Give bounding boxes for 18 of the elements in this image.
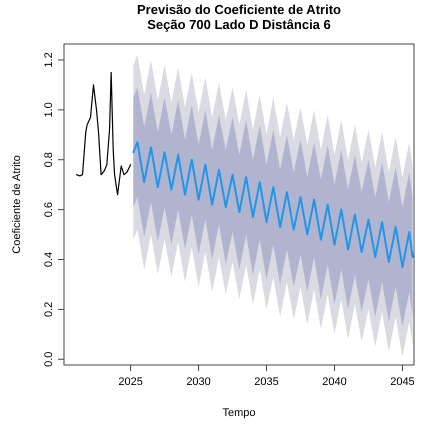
x-tick-label: 2035 bbox=[254, 376, 279, 388]
chart-title: Previsão do Coeficiente de Atrito bbox=[137, 2, 342, 17]
x-tick-label: 2040 bbox=[322, 376, 347, 388]
x-tick-label: 2045 bbox=[390, 376, 415, 388]
y-tick-label: 1.2 bbox=[43, 52, 55, 68]
y-tick-label: 0.2 bbox=[43, 302, 55, 318]
y-tick-label: 0.6 bbox=[43, 202, 55, 218]
y-axis-title: Coeficiente de Atrito bbox=[11, 155, 23, 254]
chart-subtitle: Seção 700 Lado D Distância 6 bbox=[147, 17, 331, 32]
x-tick-label: 2025 bbox=[118, 376, 143, 388]
y-tick-label: 0.0 bbox=[43, 352, 55, 367]
line-series bbox=[132, 141, 414, 268]
y-tick-label: 1.0 bbox=[43, 102, 55, 118]
line-series bbox=[76, 72, 132, 196]
y-tick-label: 0.4 bbox=[43, 252, 55, 268]
y-tick-label: 0.8 bbox=[43, 152, 55, 168]
x-axis-title: Tempo bbox=[222, 407, 256, 419]
x-tick-label: 2030 bbox=[186, 376, 211, 388]
